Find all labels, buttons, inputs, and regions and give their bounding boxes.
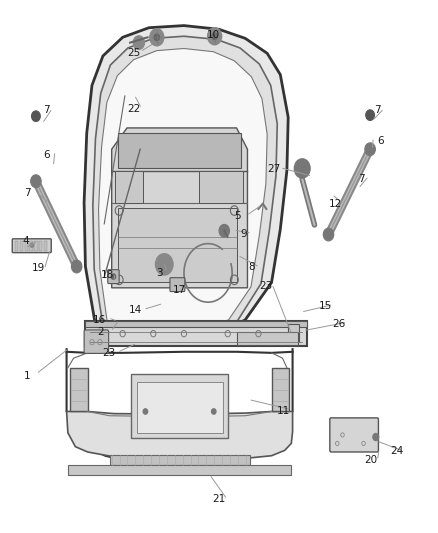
Bar bbox=[68, 465, 291, 475]
Text: 2: 2 bbox=[97, 327, 104, 336]
Bar bbox=[131, 374, 228, 438]
Bar bbox=[237, 332, 298, 345]
Circle shape bbox=[133, 36, 145, 50]
FancyBboxPatch shape bbox=[108, 270, 119, 284]
Circle shape bbox=[143, 409, 148, 414]
Text: 22: 22 bbox=[127, 104, 141, 114]
Text: 7: 7 bbox=[24, 188, 31, 198]
Polygon shape bbox=[70, 368, 88, 411]
FancyBboxPatch shape bbox=[12, 239, 51, 253]
Circle shape bbox=[212, 33, 217, 39]
Bar bbox=[118, 133, 241, 168]
Text: 7: 7 bbox=[358, 174, 365, 183]
Polygon shape bbox=[99, 49, 267, 333]
Polygon shape bbox=[112, 128, 247, 288]
Circle shape bbox=[294, 159, 310, 178]
Text: 3: 3 bbox=[156, 268, 163, 278]
Bar bbox=[20, 241, 23, 251]
Circle shape bbox=[323, 228, 334, 241]
Text: 14: 14 bbox=[129, 305, 142, 315]
Bar bbox=[25, 241, 28, 251]
Text: 16: 16 bbox=[93, 315, 106, 325]
Circle shape bbox=[154, 34, 159, 41]
Polygon shape bbox=[93, 36, 277, 335]
Text: 6: 6 bbox=[377, 136, 384, 146]
Bar bbox=[288, 324, 299, 342]
Polygon shape bbox=[84, 26, 288, 338]
Text: 25: 25 bbox=[127, 48, 140, 58]
FancyBboxPatch shape bbox=[84, 330, 109, 353]
Text: 1: 1 bbox=[24, 371, 31, 381]
Circle shape bbox=[155, 254, 173, 275]
Circle shape bbox=[111, 274, 116, 279]
Bar bbox=[199, 171, 243, 203]
Text: 8: 8 bbox=[248, 262, 255, 272]
Circle shape bbox=[31, 175, 41, 188]
Bar bbox=[39, 241, 42, 251]
Text: 6: 6 bbox=[43, 150, 50, 159]
Bar bbox=[137, 382, 223, 433]
Circle shape bbox=[212, 409, 216, 414]
Polygon shape bbox=[67, 411, 293, 459]
Bar bbox=[34, 241, 38, 251]
Text: 20: 20 bbox=[364, 455, 378, 465]
Bar bbox=[115, 171, 143, 203]
Circle shape bbox=[71, 260, 82, 273]
Text: 15: 15 bbox=[318, 301, 332, 311]
Text: 21: 21 bbox=[212, 494, 225, 504]
Bar bbox=[29, 241, 33, 251]
Text: 27: 27 bbox=[268, 164, 281, 174]
Polygon shape bbox=[272, 368, 289, 411]
Circle shape bbox=[366, 110, 374, 120]
Text: 9: 9 bbox=[240, 229, 247, 239]
Text: 5: 5 bbox=[234, 212, 241, 221]
Bar bbox=[85, 321, 307, 327]
Text: 18: 18 bbox=[101, 270, 114, 280]
Text: 11: 11 bbox=[277, 407, 290, 416]
Text: 19: 19 bbox=[32, 263, 45, 273]
Text: 7: 7 bbox=[374, 106, 381, 115]
Circle shape bbox=[373, 433, 379, 441]
Bar bbox=[44, 241, 47, 251]
Bar bbox=[118, 208, 237, 282]
Bar bbox=[110, 455, 250, 465]
Bar bbox=[85, 321, 307, 346]
Text: 24: 24 bbox=[390, 447, 403, 456]
Text: 4: 4 bbox=[22, 236, 29, 246]
Circle shape bbox=[219, 224, 230, 237]
Text: 17: 17 bbox=[173, 286, 186, 295]
Circle shape bbox=[32, 111, 40, 122]
Circle shape bbox=[208, 28, 222, 45]
Circle shape bbox=[30, 243, 34, 247]
FancyBboxPatch shape bbox=[330, 418, 378, 452]
Text: 12: 12 bbox=[329, 199, 342, 209]
Text: 26: 26 bbox=[332, 319, 346, 328]
Text: 23: 23 bbox=[102, 349, 115, 358]
Circle shape bbox=[150, 29, 164, 46]
Circle shape bbox=[365, 143, 375, 156]
Bar bbox=[15, 241, 18, 251]
Text: 23: 23 bbox=[260, 281, 273, 291]
Text: 7: 7 bbox=[42, 106, 49, 115]
Text: 10: 10 bbox=[207, 30, 220, 40]
FancyBboxPatch shape bbox=[170, 278, 185, 292]
